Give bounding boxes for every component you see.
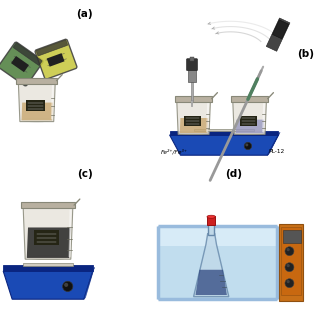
Circle shape [244, 142, 252, 150]
Bar [23, 263, 73, 266]
Polygon shape [27, 228, 70, 258]
Bar [3, 265, 93, 271]
Ellipse shape [180, 131, 207, 135]
Text: PL-12: PL-12 [269, 149, 285, 154]
Polygon shape [21, 202, 75, 208]
Polygon shape [194, 234, 229, 297]
Polygon shape [272, 20, 289, 39]
Polygon shape [268, 132, 280, 155]
Polygon shape [180, 118, 208, 133]
Polygon shape [196, 270, 227, 295]
Bar [191, 78, 193, 101]
Bar [184, 116, 201, 126]
Bar [208, 224, 214, 235]
Ellipse shape [21, 118, 52, 122]
FancyBboxPatch shape [0, 42, 43, 86]
Polygon shape [3, 271, 93, 299]
Bar [188, 60, 196, 82]
FancyArrowPatch shape [46, 53, 64, 60]
Bar [194, 130, 254, 131]
Polygon shape [175, 96, 212, 102]
FancyArrowPatch shape [14, 56, 30, 68]
Bar [158, 226, 277, 299]
Ellipse shape [207, 215, 215, 218]
Polygon shape [266, 18, 290, 51]
Text: (d): (d) [225, 169, 242, 180]
Polygon shape [23, 208, 73, 259]
Bar [283, 230, 301, 243]
Circle shape [286, 280, 290, 283]
Text: (b): (b) [297, 49, 314, 60]
Polygon shape [191, 101, 193, 107]
Polygon shape [233, 102, 266, 134]
Polygon shape [170, 135, 278, 155]
Bar [279, 224, 303, 301]
Bar [207, 216, 215, 225]
Polygon shape [231, 96, 268, 102]
Bar [34, 230, 59, 245]
Circle shape [286, 248, 290, 251]
Text: (c): (c) [77, 169, 93, 180]
FancyBboxPatch shape [13, 43, 42, 65]
FancyBboxPatch shape [36, 40, 68, 56]
Bar [240, 116, 257, 126]
FancyBboxPatch shape [187, 59, 197, 71]
Polygon shape [21, 103, 53, 120]
Bar [190, 57, 194, 61]
FancyArrowPatch shape [11, 61, 27, 72]
Bar [170, 131, 278, 135]
Circle shape [245, 143, 248, 146]
Bar [47, 53, 65, 67]
Bar [160, 246, 276, 298]
Polygon shape [17, 78, 57, 84]
FancyBboxPatch shape [35, 39, 77, 79]
Polygon shape [177, 102, 211, 134]
Circle shape [285, 263, 294, 272]
Bar [11, 56, 29, 72]
Polygon shape [236, 120, 264, 133]
Circle shape [285, 247, 294, 256]
Circle shape [64, 283, 68, 287]
Text: Fe²⁺/Fe³⁺: Fe²⁺/Fe³⁺ [161, 149, 188, 154]
Circle shape [286, 264, 290, 267]
FancyArrowPatch shape [48, 59, 66, 66]
Text: (a): (a) [76, 9, 93, 20]
Ellipse shape [28, 256, 68, 260]
Ellipse shape [236, 131, 263, 135]
Bar [281, 227, 301, 295]
Circle shape [63, 281, 73, 292]
Circle shape [285, 279, 294, 288]
Polygon shape [19, 84, 55, 122]
Bar [27, 100, 45, 111]
Polygon shape [84, 268, 94, 299]
